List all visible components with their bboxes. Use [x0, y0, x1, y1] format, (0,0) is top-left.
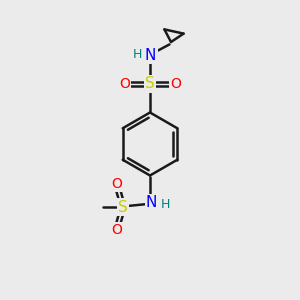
Text: O: O — [119, 77, 130, 91]
Text: O: O — [170, 77, 181, 91]
Text: O: O — [111, 177, 122, 190]
Text: S: S — [118, 200, 128, 214]
Text: H: H — [161, 197, 170, 211]
Text: H: H — [133, 48, 142, 61]
Text: O: O — [111, 224, 122, 237]
Text: N: N — [146, 195, 157, 210]
Text: N: N — [145, 48, 156, 63]
Text: S: S — [145, 76, 155, 92]
